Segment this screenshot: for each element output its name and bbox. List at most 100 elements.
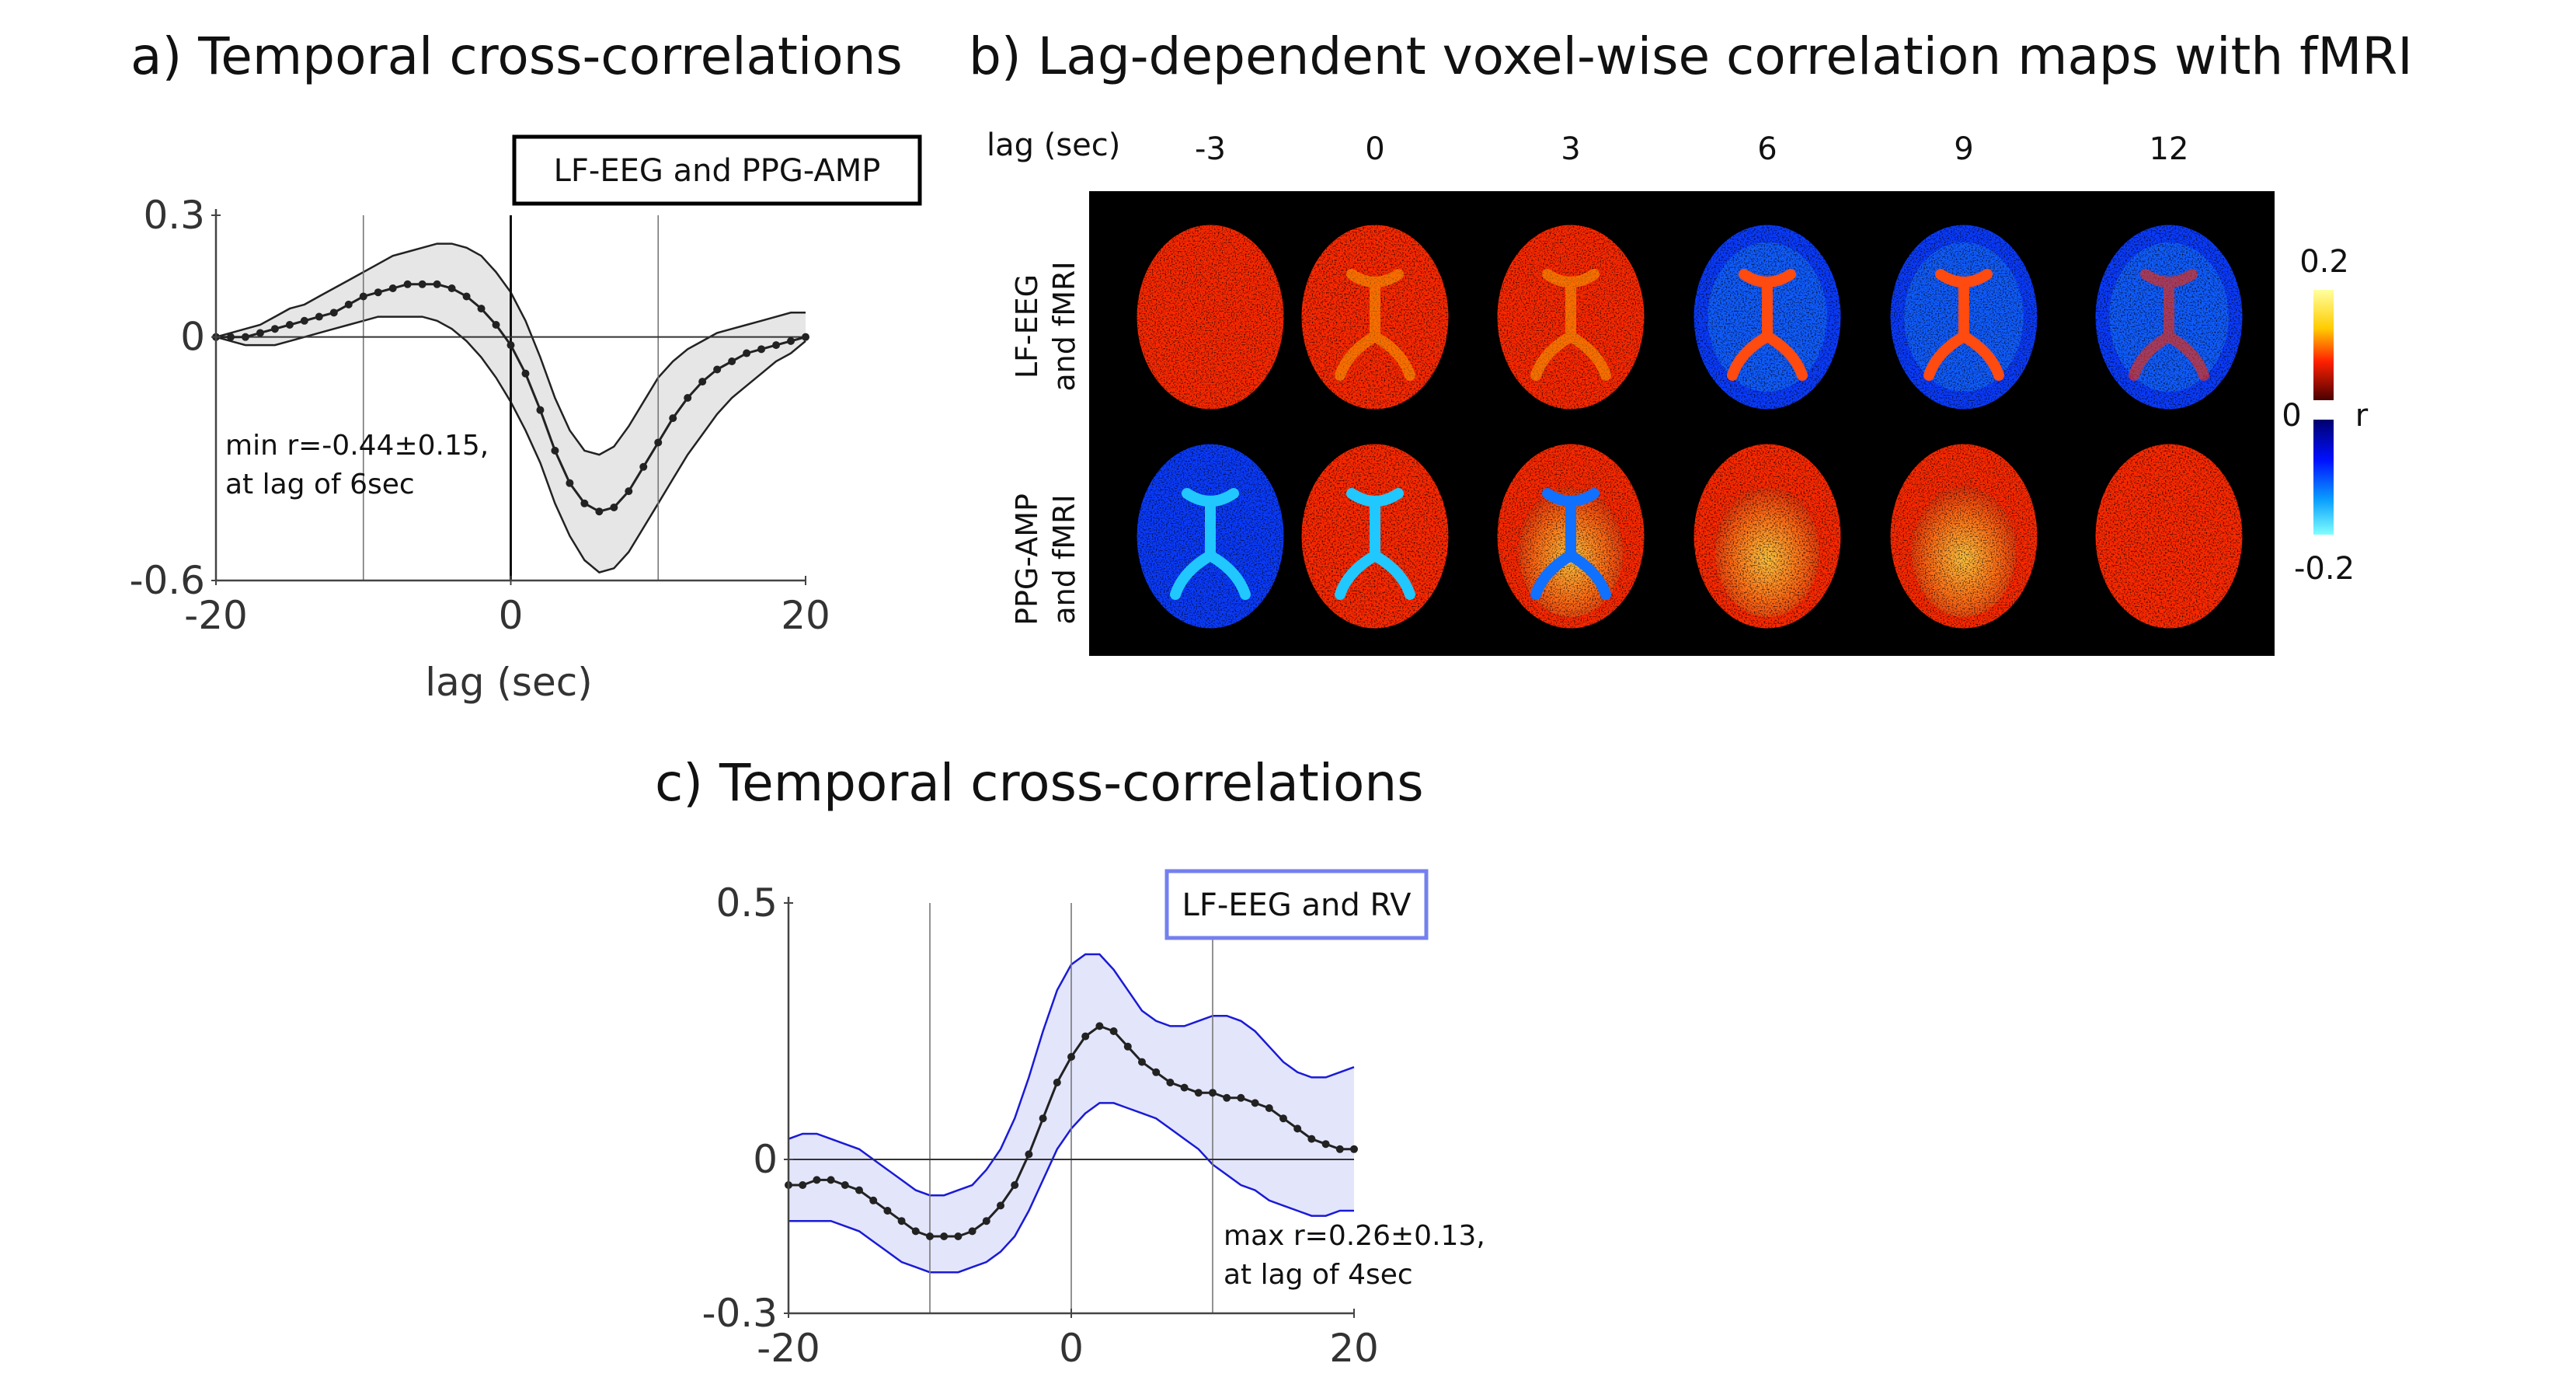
a-data-point <box>270 325 279 333</box>
a-data-point <box>580 499 589 507</box>
c-data-point <box>1223 1093 1231 1102</box>
c-data-point <box>1279 1114 1287 1123</box>
a-data-point <box>698 378 707 386</box>
colorbar-negative <box>2313 420 2334 535</box>
a-x-tick-label: -20 <box>184 593 248 638</box>
a-data-point <box>256 329 264 337</box>
brain-map <box>1495 441 1647 631</box>
c-data-point <box>869 1196 878 1205</box>
a-data-point <box>433 280 441 288</box>
lag-label: 12 <box>2150 131 2189 167</box>
lag-label: 3 <box>1561 131 1580 167</box>
brain-edge <box>2093 441 2245 631</box>
brain-map <box>1299 222 1451 412</box>
panel-a-legend-label: LF-EEG and PPG-AMP <box>554 153 881 189</box>
brain-edge <box>2093 222 2245 412</box>
panel-a-data-points <box>212 280 809 516</box>
c-data-point <box>1293 1124 1302 1133</box>
row-label-line1: PPG-AMP <box>1010 493 1044 626</box>
panel-a-annotation-line2: at lag of 6sec <box>225 469 415 500</box>
panel-a-legend-box <box>512 134 922 206</box>
a-data-point <box>595 507 604 516</box>
a-data-point <box>300 316 308 325</box>
brain-ventricles <box>1335 269 1415 381</box>
panel-c-legend-box <box>1164 869 1429 940</box>
a-data-point <box>787 336 795 345</box>
c-data-point <box>883 1207 892 1215</box>
lag-header: lag (sec) <box>987 127 1120 163</box>
c-data-point <box>1053 1079 1061 1086</box>
c-data-point <box>1209 1089 1217 1097</box>
a-data-point <box>728 357 736 365</box>
a-y-tick-label: 0.3 <box>143 193 205 238</box>
panel-b-title: b) Lag-dependent voxel-wise correlation … <box>969 26 2413 86</box>
c-data-point <box>968 1227 976 1236</box>
brain-edge <box>1495 222 1647 412</box>
a-data-point <box>329 309 338 317</box>
a-data-point <box>388 284 397 292</box>
c-data-point <box>1251 1099 1259 1107</box>
c-x-tick-label: 20 <box>1329 1326 1379 1371</box>
c-data-point <box>1011 1181 1019 1189</box>
colorbar-zero-label: 0 <box>2282 398 2301 434</box>
panel-a-plot: 0.3 0 -0.6-20 0 20 lag (sec) <box>129 193 830 705</box>
brain-edge <box>1691 222 1843 412</box>
c-data-point <box>799 1181 807 1189</box>
a-data-point <box>477 305 486 313</box>
panel-a-axes <box>211 209 806 585</box>
brain-maps <box>1134 222 2245 631</box>
c-data-point <box>1025 1150 1033 1159</box>
panel-a-x-axis-label: lag (sec) <box>425 660 592 705</box>
colorbar-min-label: -0.2 <box>2294 551 2355 587</box>
brain-map <box>1134 222 1286 412</box>
brain-speckle <box>1889 443 2038 629</box>
a-data-point <box>418 280 426 288</box>
panel-c-annotation-line1: max r=0.26±0.13, <box>1224 1220 1485 1252</box>
a-x-tick-label: 0 <box>499 593 524 638</box>
a-data-point <box>772 341 781 350</box>
a-y-tick-label: -0.6 <box>129 558 205 603</box>
brain-speckle <box>2094 443 2244 629</box>
a-data-point <box>462 292 471 301</box>
a-data-point <box>713 365 722 374</box>
c-data-point <box>1081 1032 1090 1041</box>
c-data-point <box>841 1181 849 1189</box>
c-data-point <box>911 1227 920 1236</box>
a-data-point <box>506 341 515 350</box>
c-y-tick-label: 0.5 <box>715 880 778 926</box>
a-data-point <box>403 280 412 288</box>
brain-edge <box>1888 222 2040 412</box>
lag-label: 6 <box>1757 131 1777 167</box>
panel-a-tick-labels: 0.3 0 -0.6-20 0 20 <box>129 193 830 638</box>
brain-edge <box>1299 222 1451 412</box>
brain-ventricles <box>2129 269 2209 381</box>
lag-label: 9 <box>1954 131 1973 167</box>
brain-map-background <box>1089 191 2275 656</box>
brain-map <box>1691 222 1843 412</box>
brain-speckle <box>1693 443 1842 629</box>
panel-a-legend: LF-EEG and PPG-AMP <box>512 134 922 206</box>
c-data-point <box>827 1176 835 1184</box>
c-data-point <box>1180 1083 1189 1092</box>
colorbar-unit-label: r <box>2355 398 2369 434</box>
c-data-point <box>954 1232 963 1240</box>
brain-ventricles <box>1923 269 2004 381</box>
brain-edge <box>1495 441 1647 631</box>
a-data-point <box>639 462 648 471</box>
c-data-point <box>1194 1089 1203 1097</box>
a-data-point <box>551 446 559 455</box>
brain-map <box>1134 441 1286 631</box>
c-data-point <box>1166 1079 1175 1086</box>
a-data-point <box>536 406 545 414</box>
panel-c-title: c) Temporal cross-correlations <box>655 753 1424 813</box>
c-data-point <box>1335 1145 1344 1153</box>
a-data-point <box>492 321 500 329</box>
panel-a-gridlines <box>216 215 806 580</box>
c-data-point <box>813 1176 821 1184</box>
brain-edge <box>1691 441 1843 631</box>
brain-edge <box>1134 222 1286 412</box>
brain-edge <box>1888 441 2040 631</box>
colorbar: 0.2 0 r -0.2 <box>2282 244 2369 587</box>
c-data-point <box>926 1232 934 1240</box>
